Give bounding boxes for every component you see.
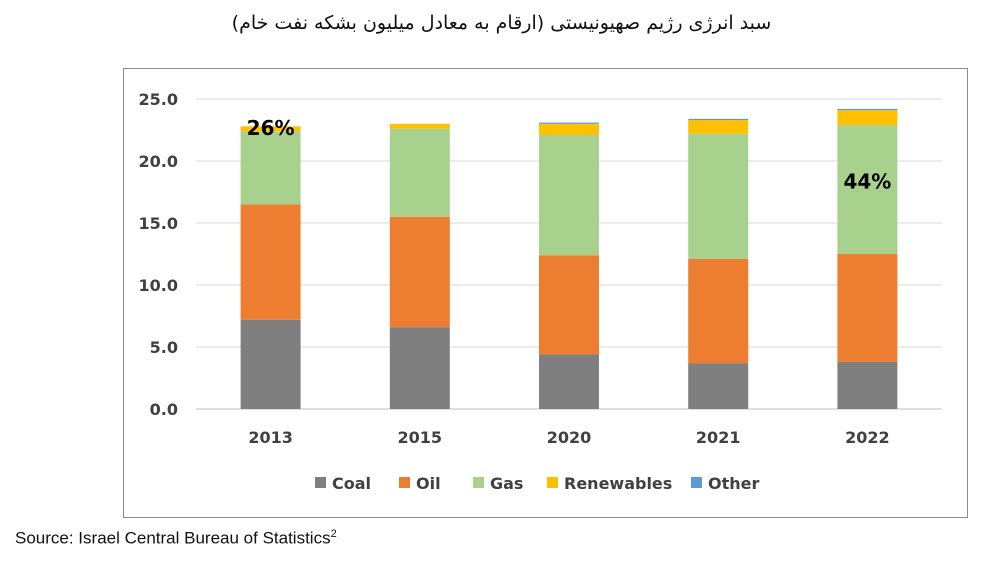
bar-segment-renewables-2020 [539, 123, 599, 135]
y-tick-label: 10.0 [139, 276, 178, 295]
bar-segment-coal-2013 [240, 319, 301, 409]
y-tick-label: 25.0 [139, 90, 178, 109]
bar-segment-oil-2022 [837, 254, 898, 362]
legend-swatch-coal [315, 477, 326, 488]
bar-segment-renewables-2022 [837, 110, 898, 126]
bar-segment-other-2021 [688, 118, 749, 121]
chart-title: سبد انرژی رژیم صهیونیستی (ارقام به معادل… [231, 12, 772, 34]
bar-segment-gas-2013 [240, 131, 301, 205]
bar-segment-renewables-2013 [240, 126, 301, 132]
y-tick-label: 0.0 [150, 400, 178, 419]
legend-swatch-gas [473, 477, 484, 488]
bar-segment-oil-2020 [539, 255, 599, 355]
legend-label-coal: Coal [332, 474, 371, 493]
x-tick-label: 2021 [696, 428, 741, 447]
bar-segment-renewables-2021 [688, 120, 749, 134]
x-tick-label: 2022 [845, 428, 890, 447]
x-tick-label: 2020 [547, 428, 592, 447]
y-tick-label: 15.0 [139, 214, 178, 233]
bar-segment-oil-2015 [389, 216, 450, 328]
legend-label-oil: Oil [416, 474, 441, 493]
bar-segment-gas-2022 [837, 125, 898, 254]
legend-label-renewables: Renewables [564, 474, 672, 493]
data-label-2022: 44% [843, 170, 891, 194]
y-tick-label: 5.0 [150, 338, 178, 357]
bar-segment-coal-2022 [837, 361, 898, 409]
bar-segment-other-2020 [539, 122, 599, 124]
bar-segment-oil-2013 [240, 204, 301, 320]
legend-swatch-renewables [547, 477, 558, 488]
bar-segment-gas-2020 [539, 134, 599, 256]
bar-segment-gas-2021 [688, 133, 749, 259]
bar-segment-coal-2021 [688, 363, 749, 409]
bar-segment-coal-2015 [389, 327, 450, 409]
bar-segment-gas-2015 [389, 128, 450, 217]
bar-segment-oil-2021 [688, 258, 749, 364]
source-text: Source: Israel Central Bureau of Statist… [15, 528, 331, 548]
x-tick-label: 2015 [398, 428, 443, 447]
data-label-2013: 26% [247, 116, 295, 140]
bar-segment-coal-2020 [539, 354, 599, 409]
legend-label-gas: Gas [490, 474, 523, 493]
legend-swatch-other [691, 477, 702, 488]
source-note: Source: Israel Central Bureau of Statist… [15, 528, 337, 549]
bar-segment-other-2022 [837, 108, 898, 111]
legend-label-other: Other [708, 474, 759, 493]
bar-segment-renewables-2015 [389, 123, 450, 129]
x-tick-label: 2013 [248, 428, 293, 447]
source-footnote: 2 [330, 528, 337, 540]
legend-swatch-oil [399, 477, 410, 488]
y-tick-label: 20.0 [139, 152, 178, 171]
